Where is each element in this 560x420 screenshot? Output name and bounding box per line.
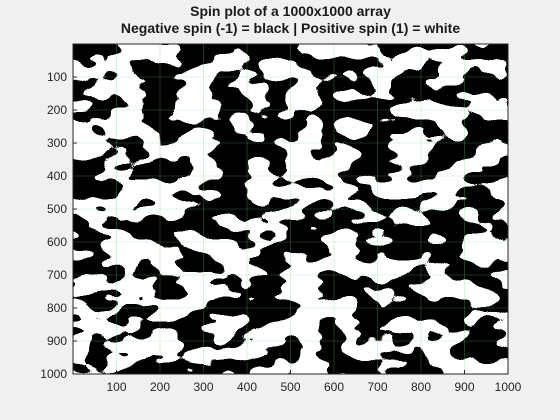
y-axis: 100 200 300 400 500 600 700 800 900 1000 <box>40 70 77 381</box>
x-tick-label: 1000 <box>495 380 522 394</box>
x-tick-label: 800 <box>411 380 431 394</box>
x-axis: 100 200 300 400 500 600 700 800 900 1000 <box>106 370 522 394</box>
x-tick-label: 900 <box>454 380 474 394</box>
negative-spin-region <box>73 44 508 374</box>
y-tick-label: 800 <box>47 301 67 315</box>
chart-title: Spin plot of a 1000x1000 array <box>190 3 391 19</box>
axes-box <box>72 43 509 375</box>
chart-subtitle: Negative spin (-1) = black | Positive sp… <box>120 20 461 36</box>
x-tick-label: 100 <box>106 380 126 394</box>
x-tick-label: 700 <box>367 380 387 394</box>
x-tick-label: 400 <box>237 380 257 394</box>
x-tick-label: 300 <box>193 380 213 394</box>
y-tick-label: 300 <box>47 136 67 150</box>
y-tick-label: 600 <box>47 235 67 249</box>
y-tick-label: 400 <box>47 169 67 183</box>
x-tick-label: 600 <box>324 380 344 394</box>
x-tick-label: 200 <box>150 380 170 394</box>
y-tick-label: 200 <box>47 103 67 117</box>
x-tick-label: 500 <box>280 380 300 394</box>
y-tick-label: 100 <box>47 70 67 84</box>
y-tick-label: 1000 <box>40 367 67 381</box>
y-tick-label: 900 <box>47 334 67 348</box>
y-tick-label: 700 <box>47 268 67 282</box>
y-tick-label: 500 <box>47 202 67 216</box>
